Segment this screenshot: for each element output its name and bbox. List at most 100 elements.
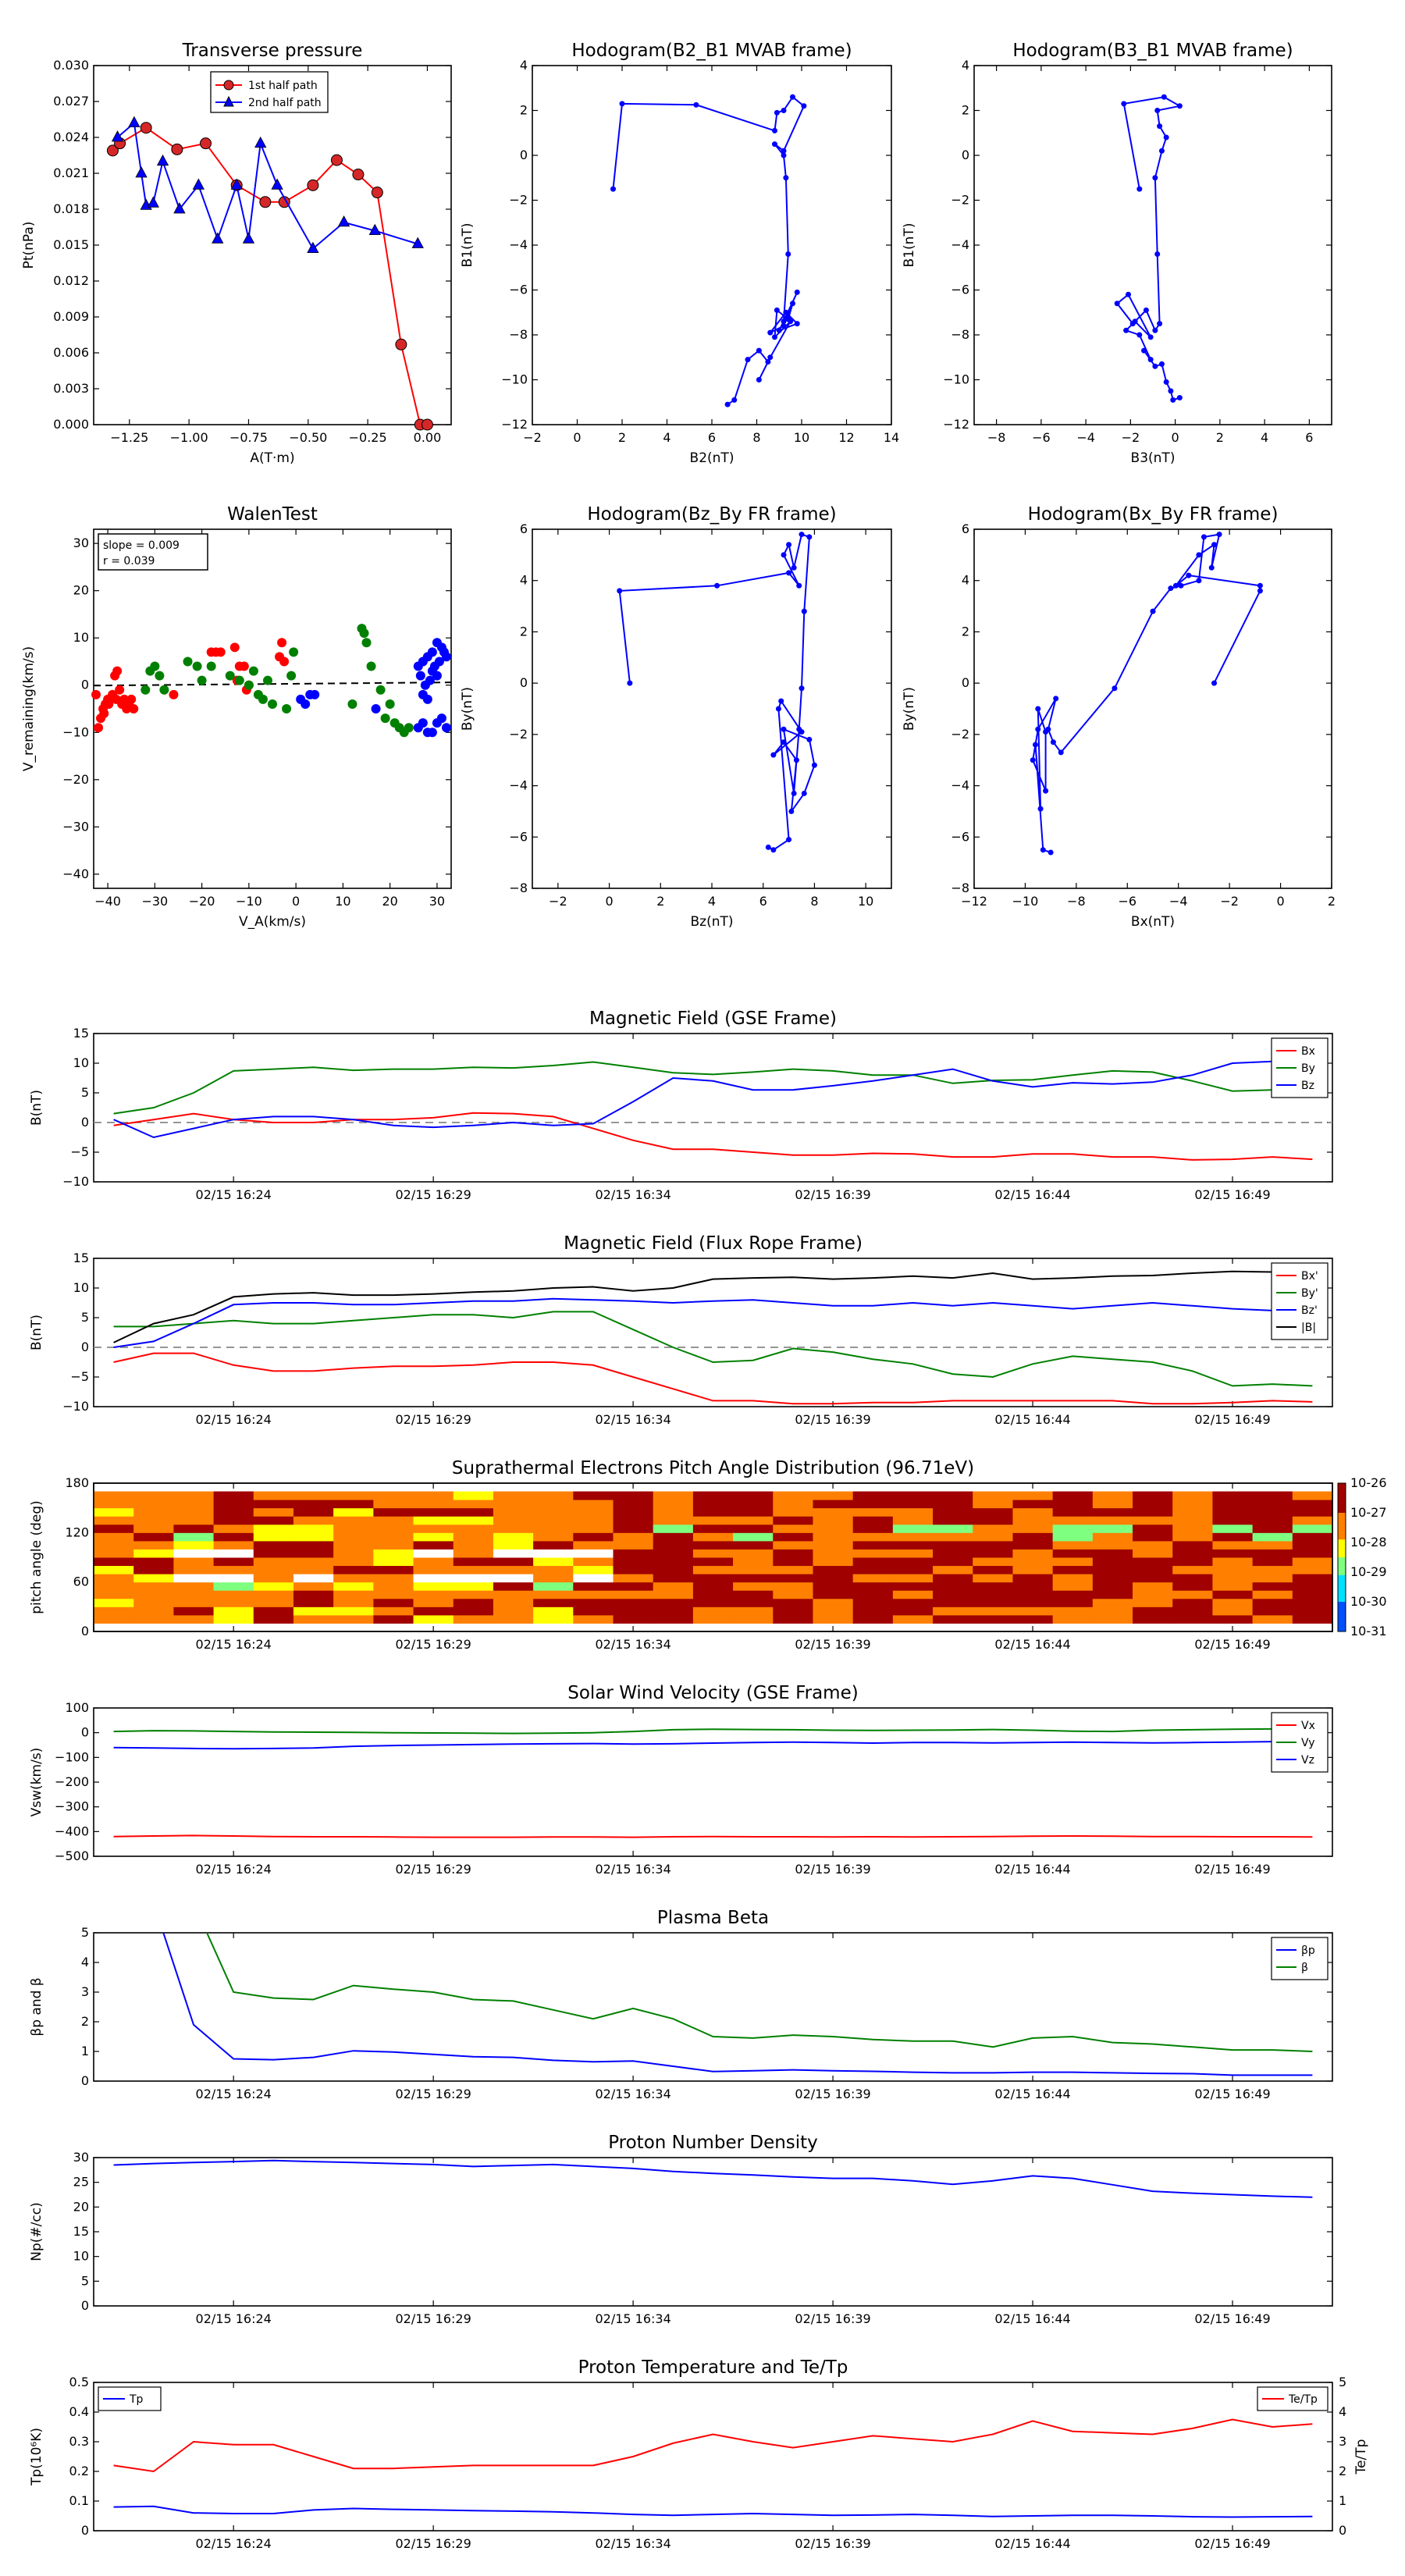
heatmap-cell: [852, 1532, 894, 1542]
time-tick-label: 02/15 16:49: [1194, 2087, 1270, 2101]
panel-frame: [93, 1033, 1333, 1183]
colorbar-segment: [1338, 1489, 1346, 1493]
time-tick-label: 02/15 16:49: [1194, 1862, 1270, 1877]
y-tick-label: −5: [70, 1369, 89, 1384]
heatmap-cell: [1052, 1582, 1094, 1591]
heatmap-cell: [1292, 1582, 1333, 1591]
data-marker: [799, 685, 805, 692]
time-tick-label: 02/15 16:44: [994, 2087, 1070, 2101]
heatmap-cell: [613, 1507, 654, 1517]
data-marker: [781, 318, 787, 325]
data-marker: [1211, 680, 1218, 686]
x-tick-label: −40: [94, 894, 121, 909]
heatmap-cell: [1172, 1590, 1213, 1599]
y-tick-label: 2: [962, 624, 969, 639]
heatmap-cell: [213, 1582, 254, 1591]
legend-label: Vy: [1301, 1737, 1315, 1749]
y-axis-label: B1(nT): [902, 223, 917, 268]
data-marker: [731, 397, 738, 403]
heatmap-cell: [173, 1590, 215, 1599]
y-axis-label: By(nT): [902, 687, 917, 731]
data-marker: [1114, 301, 1120, 307]
legend-label: |B|: [1301, 1322, 1316, 1334]
heatmap-cell: [1252, 1557, 1293, 1567]
data-marker: [140, 122, 152, 134]
data-marker: [230, 178, 243, 190]
chart-title: Transverse pressure: [182, 41, 363, 61]
heatmap-cell: [1092, 1500, 1133, 1509]
heatmap-cell: [773, 1549, 813, 1558]
scatter-point: [215, 647, 226, 657]
heatmap-cell: [213, 1565, 254, 1574]
heatmap-cell: [573, 1549, 614, 1558]
data-marker: [801, 103, 807, 109]
scatter-point: [286, 671, 297, 681]
y-tick-label: −20: [62, 772, 89, 787]
y-tick-label: 3: [81, 1984, 89, 1999]
heatmap-cell: [733, 1582, 774, 1591]
data-marker: [1147, 334, 1154, 340]
heatmap-cell: [852, 1614, 894, 1624]
heatmap-cell: [453, 1614, 494, 1624]
heatmap-cell: [453, 1606, 494, 1616]
heatmap-cell: [1212, 1507, 1254, 1517]
scatter-point: [192, 661, 202, 671]
heatmap-cell: [453, 1549, 494, 1558]
data-marker: [307, 179, 319, 191]
heatmap-cell: [813, 1524, 854, 1533]
data-marker: [271, 178, 283, 190]
y-tick-label: 120: [65, 1525, 89, 1539]
heatmap-cell: [1252, 1500, 1293, 1509]
colorbar-segment: [1338, 1510, 1346, 1514]
heatmap-cell: [1012, 1598, 1054, 1607]
time-tick-label: 02/15 16:39: [795, 2536, 870, 2551]
time-tick-label: 02/15 16:24: [196, 2087, 272, 2101]
heatmap-cell: [453, 1582, 494, 1591]
heatmap-cell: [413, 1606, 454, 1616]
heatmap-cell: [653, 1540, 694, 1550]
data-marker: [785, 251, 791, 257]
heatmap-cell: [1092, 1574, 1133, 1583]
heatmap-cell: [1052, 1565, 1094, 1574]
y-tick-label: 0.027: [53, 94, 89, 109]
heatmap-cell: [253, 1574, 294, 1583]
data-marker: [1158, 148, 1165, 154]
heatmap-cell: [493, 1532, 534, 1542]
heatmap-cell: [813, 1565, 854, 1574]
data-marker: [1163, 379, 1169, 385]
data-marker: [806, 534, 813, 540]
time-tick-label: 02/15 16:39: [795, 1862, 870, 1877]
heatmap-cell: [653, 1565, 694, 1574]
heatmap-cell: [1212, 1524, 1254, 1533]
data-marker: [1035, 706, 1041, 712]
heatmap-cell: [613, 1540, 654, 1550]
series-line-Bx: [113, 1112, 1313, 1161]
colorbar-segment: [1338, 1628, 1346, 1632]
heatmap-cell: [1133, 1549, 1173, 1558]
heatmap-cell: [773, 1540, 813, 1550]
heatmap-cell: [653, 1582, 694, 1591]
heatmap-cell: [973, 1557, 1013, 1567]
heatmap-cell: [773, 1500, 813, 1509]
heatmap-cell: [333, 1590, 374, 1599]
heatmap-cell: [973, 1582, 1013, 1591]
y-axis-label-right: Te/Tp: [1353, 2439, 1369, 2475]
scatter-point: [371, 704, 381, 713]
heatmap-cell: [773, 1598, 813, 1607]
data-marker: [192, 178, 205, 190]
series-line-By: [113, 1061, 1313, 1115]
heatmap-cell: [253, 1549, 294, 1558]
colorbar-segment: [1338, 1596, 1346, 1599]
heatmap-cell: [653, 1598, 694, 1607]
heatmap-cell: [733, 1491, 774, 1500]
data-marker: [1053, 696, 1059, 702]
heatmap-cell: [493, 1491, 534, 1500]
heatmap-cell: [733, 1500, 774, 1509]
y-tick-label: 0.1: [69, 2493, 89, 2508]
colorbar-segment: [1338, 1539, 1346, 1543]
colorbar-segment: [1338, 1560, 1346, 1564]
heatmap-cell: [373, 1606, 414, 1616]
scatter-point: [404, 723, 414, 733]
scatter-point: [422, 694, 432, 704]
data-marker: [1152, 175, 1158, 181]
